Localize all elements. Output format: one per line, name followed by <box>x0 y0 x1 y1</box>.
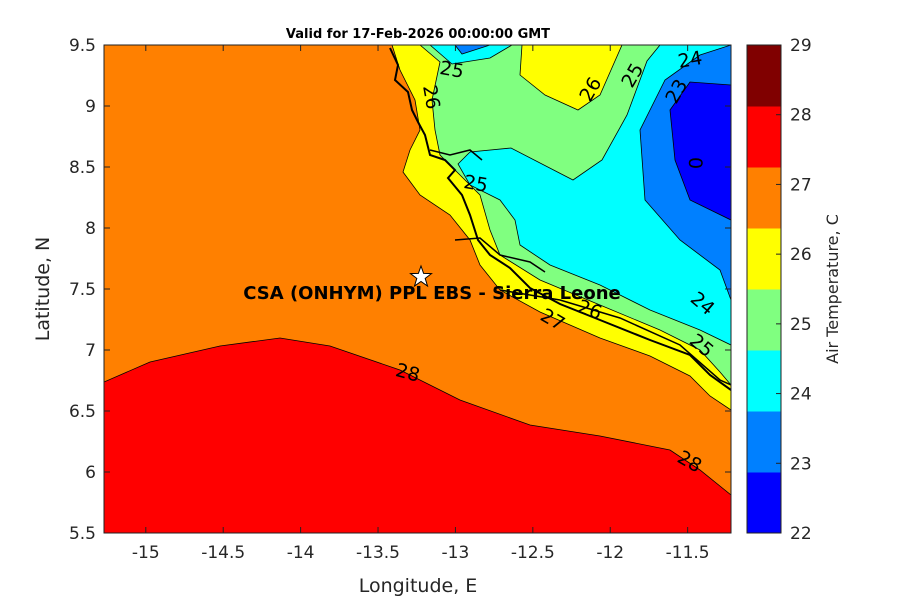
x-tick-label: -14 <box>287 543 315 563</box>
chart-title: Valid for 17-Feb-2026 00:00:00 GMT <box>286 27 550 42</box>
y-axis: 5.5 6 6.5 7 7.5 8 8.5 9 9.5 <box>69 36 731 544</box>
contour-label: 24 <box>676 47 704 73</box>
region-22-23 <box>669 81 731 221</box>
region-24-25-north <box>429 45 513 65</box>
site-label: CSA (ONHYM) PPL EBS - Sierra Leone <box>243 283 620 304</box>
colorbar-label: Air Temperature, C <box>823 214 842 364</box>
colorbar-tick-label: 25 <box>790 315 812 335</box>
colorbar-tick-label: 28 <box>790 106 812 126</box>
x-tick-label: -12 <box>596 543 624 563</box>
y-tick-label: 7.5 <box>69 280 96 300</box>
region-23-24-north <box>454 45 491 55</box>
y-tick-label: 7 <box>85 341 96 361</box>
colorbar-tick-label: 23 <box>790 454 812 474</box>
region-26-27-north <box>519 45 623 111</box>
colorbar-tick-label: 27 <box>790 175 812 195</box>
y-axis-label: Latitude, N <box>32 237 54 342</box>
contour-label: 25 <box>462 171 490 197</box>
contour-label: 26 <box>418 83 444 111</box>
x-tick-label: -13.5 <box>356 543 400 563</box>
x-tick-label: -15 <box>132 543 160 563</box>
colorbar-tick-label: 26 <box>790 245 812 265</box>
x-tick-label: -14.5 <box>201 543 245 563</box>
x-axis-label: Longitude, E <box>359 575 478 597</box>
x-axis: -15 -14.5 -14 -13.5 -13 -12.5 -12 -11.5 <box>132 45 710 563</box>
region-28-29 <box>104 337 731 533</box>
colorbar-tick-label: 24 <box>790 385 812 405</box>
colorbar-tick-label: 22 <box>790 524 812 544</box>
border-line <box>499 289 731 386</box>
colorbar-bin <box>747 289 781 351</box>
colorbar-frame <box>746 44 782 534</box>
y-tick-label: 6 <box>85 463 96 483</box>
y-tick-label: 6.5 <box>69 402 96 422</box>
colorbar-bin <box>747 228 781 290</box>
x-tick-label: -11.5 <box>666 543 710 563</box>
river-lines <box>429 149 483 161</box>
colorbar-bin <box>747 411 781 473</box>
contour-label: 25 <box>438 57 466 83</box>
y-tick-label: 9 <box>85 97 96 117</box>
y-tick-label: 9.5 <box>69 36 96 56</box>
colorbar-bin <box>747 106 781 168</box>
colorbar-tick-label: 29 <box>790 36 812 56</box>
y-tick-label: 5.5 <box>69 524 96 544</box>
colorbar: 22 23 24 25 26 27 28 29 <box>746 36 812 544</box>
colorbar-bin <box>747 350 781 412</box>
coastline <box>389 47 731 391</box>
x-tick-label: -12.5 <box>511 543 555 563</box>
contour-fill <box>104 45 731 533</box>
y-tick-label: 8 <box>85 219 96 239</box>
colorbar-bin <box>747 472 781 534</box>
river-lines <box>454 237 546 273</box>
y-tick-label: 8.5 <box>69 158 96 178</box>
x-tick-label: -13 <box>442 543 470 563</box>
star-marker <box>409 264 433 288</box>
contour-label: 0 <box>684 157 706 169</box>
colorbar-bin <box>747 167 781 229</box>
colorbar-bin <box>747 45 781 107</box>
